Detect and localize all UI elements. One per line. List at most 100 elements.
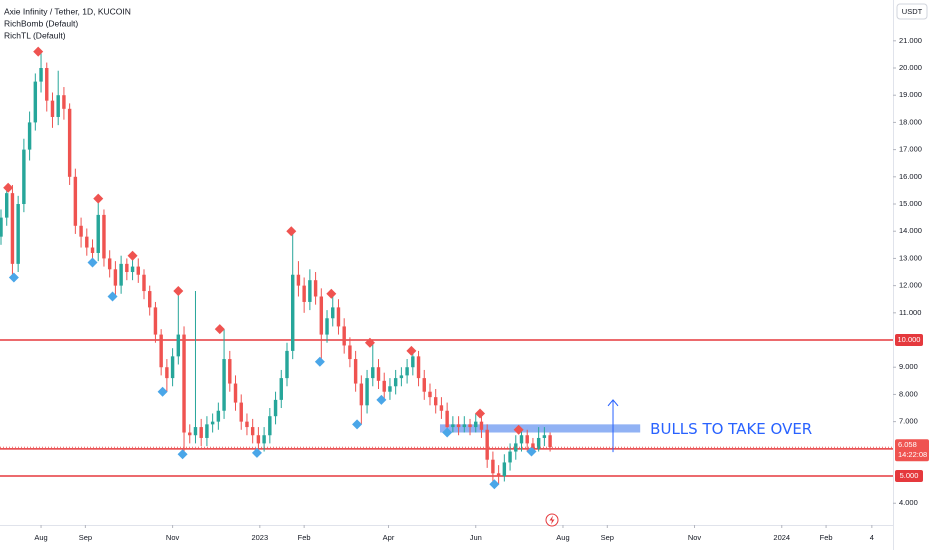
candle-body xyxy=(285,350,289,379)
y-tick-label: 9.000 xyxy=(899,362,918,371)
candle-body xyxy=(416,356,421,379)
candle-body xyxy=(382,380,386,392)
candle-body xyxy=(159,334,163,368)
buy-signal xyxy=(352,419,363,430)
candle-body xyxy=(474,421,478,428)
candle-body xyxy=(90,247,95,253)
candle-body xyxy=(153,307,158,335)
sell-signal xyxy=(173,286,184,297)
candle-body xyxy=(147,291,152,308)
candle-body xyxy=(245,421,249,428)
x-tick-label: Aug xyxy=(556,533,569,542)
buy-signal xyxy=(107,291,118,302)
level-box xyxy=(895,334,923,347)
candle-body xyxy=(233,383,238,403)
y-tick-label: 7.000 xyxy=(899,417,918,426)
y-tick-label: 21.000 xyxy=(899,36,922,45)
candle-body xyxy=(107,258,112,270)
buy-signal xyxy=(489,479,500,490)
candle-body xyxy=(525,435,529,444)
sell-signal xyxy=(364,337,375,348)
candle-body xyxy=(125,263,129,273)
replay-icon[interactable] xyxy=(545,513,559,527)
buy-signal xyxy=(442,427,453,438)
candle-body xyxy=(142,274,146,292)
buy-signal xyxy=(376,394,387,405)
x-tick-label: Jun xyxy=(470,533,482,542)
y-tick-label: 15.000 xyxy=(899,199,922,208)
candle-body xyxy=(468,424,472,428)
candle-body xyxy=(45,68,49,101)
candle-body xyxy=(222,359,226,411)
candle-body xyxy=(485,429,489,460)
candle-body xyxy=(491,459,495,474)
candle-body xyxy=(102,214,106,259)
candle-body xyxy=(411,356,415,368)
candle-body xyxy=(296,274,301,286)
candle-body xyxy=(205,424,209,438)
candle-body xyxy=(27,122,32,150)
y-tick-label: 4.000 xyxy=(899,498,918,507)
candle-body xyxy=(188,432,192,436)
candle-body xyxy=(514,443,518,452)
y-tick-label: 20.000 xyxy=(899,63,922,72)
candle-body xyxy=(456,424,461,428)
sell-signal xyxy=(326,288,337,299)
level-box xyxy=(895,470,923,483)
candle-body xyxy=(531,443,535,449)
x-tick-label: Sep xyxy=(79,533,92,542)
currency-label[interactable]: USDT xyxy=(902,7,923,16)
candle-body xyxy=(439,405,444,411)
candle-body xyxy=(5,193,9,218)
candle-body xyxy=(393,378,398,387)
candle-body xyxy=(536,437,541,449)
candle-body xyxy=(33,81,38,123)
candle-body xyxy=(508,451,512,463)
candle-body xyxy=(319,296,324,335)
candle-body xyxy=(119,263,123,286)
candle-body xyxy=(256,435,261,444)
candle-body xyxy=(313,280,318,297)
candle-body xyxy=(502,462,507,477)
candle-body xyxy=(39,68,43,82)
chart-title: Axie Infinity / Tether, 1D, KUCOIN xyxy=(4,6,131,16)
candle-body xyxy=(113,269,118,286)
candle-body xyxy=(0,217,3,237)
candle-body xyxy=(273,399,278,417)
candle-body xyxy=(542,435,547,438)
candle-body xyxy=(96,214,100,253)
candle-body xyxy=(130,266,135,273)
x-tick-label: 2024 xyxy=(773,533,790,542)
candle-body xyxy=(262,435,266,444)
zone xyxy=(439,424,641,433)
x-tick-label: Aug xyxy=(34,533,47,542)
y-tick-label: 12.000 xyxy=(899,281,922,290)
sell-signal xyxy=(214,324,225,335)
candle-body xyxy=(165,367,169,379)
candle-body xyxy=(73,176,78,226)
x-tick-label: 4 xyxy=(870,533,874,542)
candle-body xyxy=(216,410,221,422)
candle-body xyxy=(348,345,352,360)
sell-signal xyxy=(33,46,44,57)
currency-box[interactable] xyxy=(896,3,928,20)
candle-body xyxy=(176,334,181,357)
buy-signal xyxy=(87,257,98,268)
candle-body xyxy=(376,367,381,381)
y-tick-label: 19.000 xyxy=(899,90,922,99)
buy-signal xyxy=(251,447,262,458)
candle-body xyxy=(445,410,449,428)
candle-body xyxy=(342,326,346,346)
candle-body xyxy=(85,236,89,248)
buy-signal xyxy=(157,386,168,397)
candle-body xyxy=(302,285,306,302)
candle-body xyxy=(422,378,426,392)
countdown-label: 14:22:08 xyxy=(898,450,927,459)
arrow xyxy=(607,399,619,453)
candle-body xyxy=(67,108,72,177)
candle-body xyxy=(462,424,467,428)
x-tick-label: Feb xyxy=(298,533,311,542)
candle-body xyxy=(428,391,432,398)
